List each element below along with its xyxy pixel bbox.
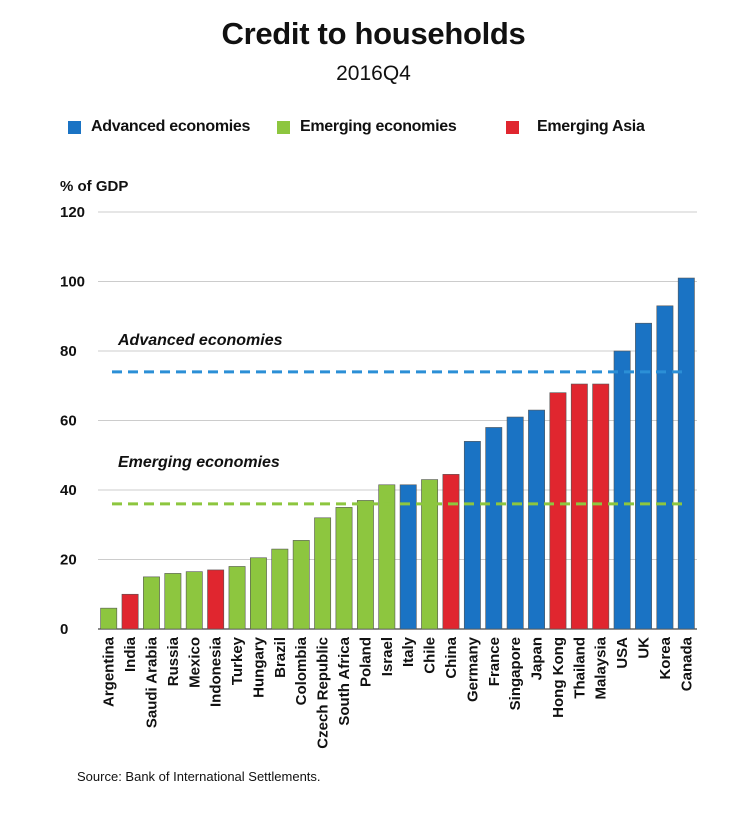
bar-israel [378,484,396,630]
bar-colombia [292,540,310,630]
bar-poland [356,500,374,630]
x-tick-label: Japan [529,637,546,680]
x-tick-label: Mexico [186,637,203,688]
bar-saudi-arabia [143,576,160,630]
x-tick-label: France [486,637,503,686]
x-tick-label: USA [614,637,631,669]
chart-subtitle: 2016Q4 [336,62,411,85]
reference-lines-layer: Advanced economies Emerging economies [112,332,687,506]
chart-title: Credit to households [221,16,526,51]
bar-china [442,474,460,630]
legend-item-advanced: Advanced economies [68,118,250,136]
legend-swatch-asia [506,120,519,134]
bar-usa [613,350,631,630]
bar-italy [399,484,417,630]
bar-hong-kong [549,392,567,630]
legend-label-asia: Emerging Asia [537,118,645,135]
bar-korea [656,305,674,630]
x-tick-label: Canada [678,636,695,691]
reference-label-emerging: Emerging economies [118,454,280,471]
bar-hungary [250,557,267,630]
x-tick-label: UK [636,637,653,659]
x-tick-label: South Africa [336,636,353,725]
bar-russia [164,573,182,630]
source-note: Source: Bank of International Settlement… [77,769,321,784]
x-tick-label: Brazil [272,637,289,678]
x-tick-label: Korea [657,636,674,679]
y-axis-unit-label: % of GDP [60,178,129,195]
bar-turkey [228,566,246,630]
y-tick-label: 100 [60,274,85,291]
bar-japan [528,409,545,630]
legend-item-asia: Emerging Asia [506,118,645,136]
bar-india [121,593,139,630]
y-tick-label: 20 [60,552,77,569]
bar-brazil [271,548,289,630]
bar-malaysia [592,383,610,630]
bar-germany [463,441,481,630]
x-tick-label: Turkey [229,636,246,685]
y-tick-label: 0 [60,621,68,638]
legend-label-emerging: Emerging economies [300,118,457,135]
legend: Advanced economies Emerging economies Em… [0,118,747,142]
x-tick-label: India [122,636,139,672]
legend-swatch-emerging [277,120,290,134]
bar-singapore [506,416,524,630]
bar-chile [421,479,439,630]
bar-canada [677,277,695,630]
x-tick-label: Malaysia [593,636,610,699]
x-tick-label: China [443,636,460,678]
x-tick-label: Germany [464,636,481,702]
x-tick-label: Saudi Arabia [143,636,160,728]
x-tick-label: Hungary [250,636,267,698]
category-labels-layer: Argentina India Saudi Arabia Russia Mexico In… [101,636,696,748]
x-tick-label: Israel [379,637,396,676]
bar-thailand [570,383,588,630]
bar-argentina [100,607,118,630]
bar-indonesia [207,569,225,630]
reference-label-advanced: Advanced economies [117,332,283,349]
bar-layer [100,277,695,630]
y-tick-label: 120 [60,204,85,221]
bar-mexico [185,571,203,630]
x-tick-label: Czech Republic [315,637,332,749]
bar-france [485,427,503,630]
x-tick-label: Russia [165,636,182,686]
legend-swatch-advanced [68,120,81,134]
bar-south-africa [335,507,353,630]
legend-item-emerging: Emerging economies [277,118,457,136]
x-tick-label: Chile [422,637,439,674]
x-tick-label: Poland [357,637,374,687]
legend-label-advanced: Advanced economies [91,118,251,135]
x-tick-label: Colombia [293,636,310,705]
x-tick-label: Hong Kong [550,637,567,718]
y-tick-label: 40 [60,482,77,499]
x-tick-label: Italy [400,636,417,667]
x-tick-label: Indonesia [208,636,225,707]
x-tick-label: Thailand [571,637,588,699]
bar-czech-republic [314,517,332,630]
bar-uk [635,322,652,630]
y-tick-label: 80 [60,343,77,360]
x-tick-label: Argentina [101,636,118,707]
x-tick-label: Singapore [507,637,524,710]
y-tick-label: 60 [60,413,77,430]
